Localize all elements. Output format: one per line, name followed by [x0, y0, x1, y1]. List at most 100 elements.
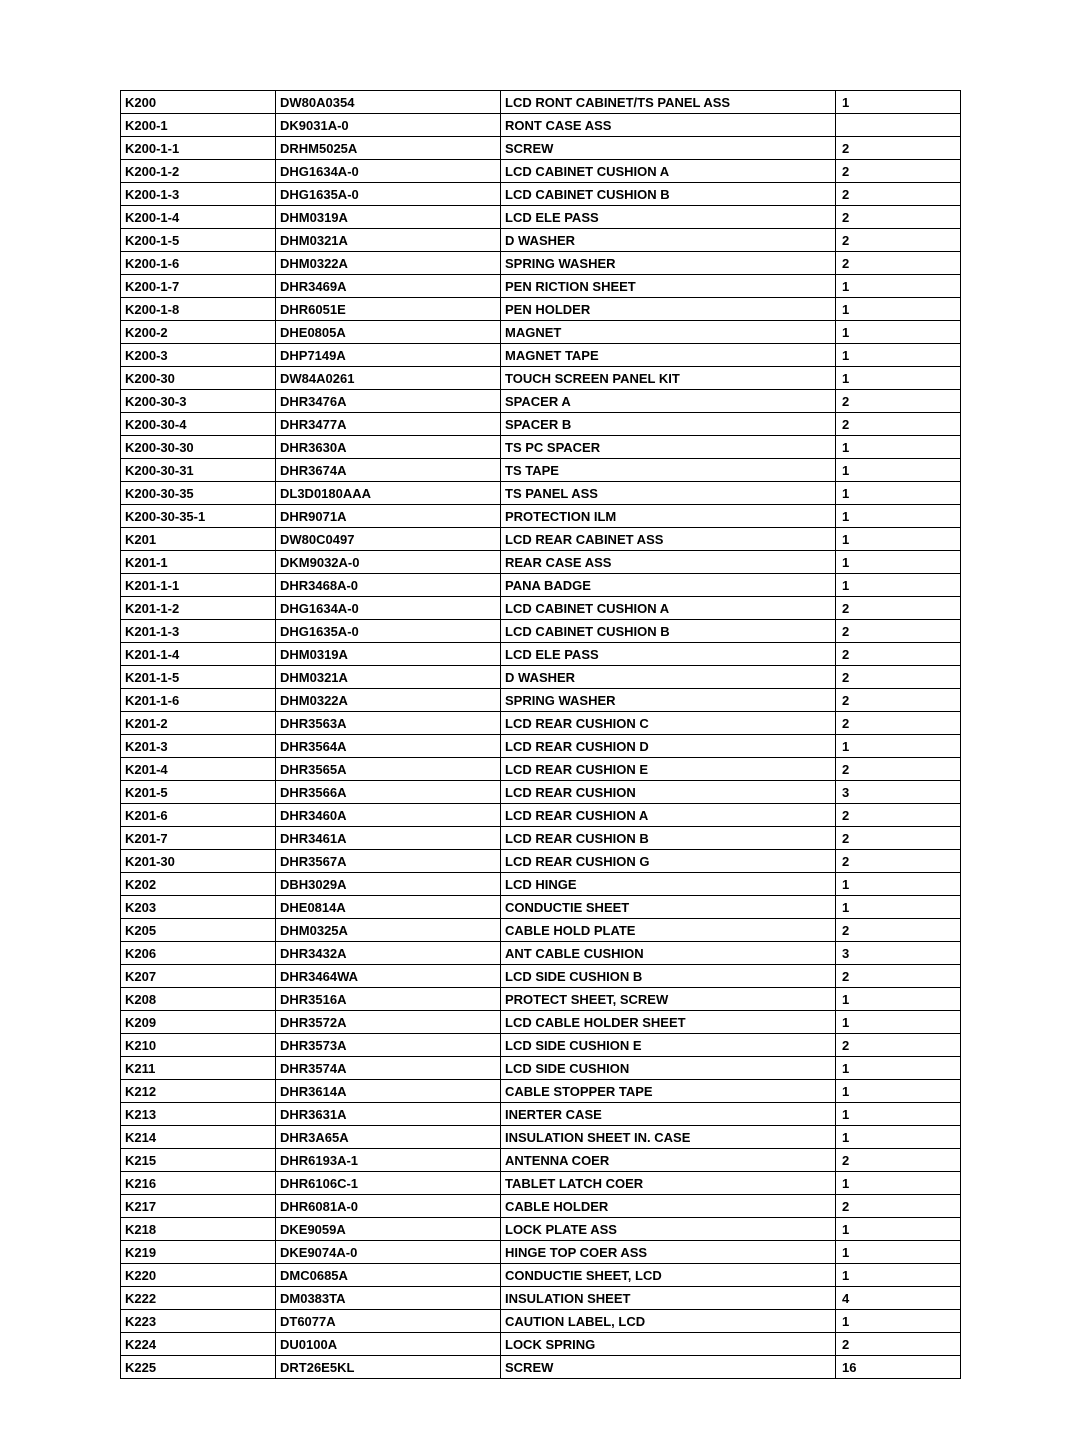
qty-cell: 2: [836, 850, 961, 873]
ref-cell: K200-1-8: [121, 298, 276, 321]
description-cell: PEN HOLDER: [501, 298, 836, 321]
description-cell: PEN RICTION SHEET: [501, 275, 836, 298]
partno-cell: DHM0322A: [276, 252, 501, 275]
partno-cell: DRT26E5KL: [276, 1356, 501, 1379]
qty-cell: 1: [836, 321, 961, 344]
partno-cell: DBH3029A: [276, 873, 501, 896]
partno-cell: DHR6051E: [276, 298, 501, 321]
table-row: K208DHR3516APROTECT SHEET, SCREW1: [121, 988, 961, 1011]
qty-cell: 2: [836, 1333, 961, 1356]
table-row: K222DM0383TAINSULATION SHEET4: [121, 1287, 961, 1310]
description-cell: SCREW: [501, 137, 836, 160]
ref-cell: K201-5: [121, 781, 276, 804]
table-row: K200-30-35-1DHR9071APROTECTION ILM1: [121, 505, 961, 528]
ref-cell: K214: [121, 1126, 276, 1149]
partno-cell: DRHM5025A: [276, 137, 501, 160]
ref-cell: K213: [121, 1103, 276, 1126]
ref-cell: K200-1-2: [121, 160, 276, 183]
partno-cell: DHR3468A-0: [276, 574, 501, 597]
qty-cell: 1: [836, 91, 961, 114]
table-row: K201-1DKM9032A-0REAR CASE ASS1: [121, 551, 961, 574]
description-cell: LCD RONT CABINET/TS PANEL ASS: [501, 91, 836, 114]
qty-cell: 1: [836, 735, 961, 758]
description-cell: ANTENNA COER: [501, 1149, 836, 1172]
partno-cell: DM0383TA: [276, 1287, 501, 1310]
partno-cell: DHR3674A: [276, 459, 501, 482]
partno-cell: DU0100A: [276, 1333, 501, 1356]
description-cell: RONT CASE ASS: [501, 114, 836, 137]
partno-cell: DHP7149A: [276, 344, 501, 367]
partno-cell: DK9031A-0: [276, 114, 501, 137]
table-row: K201-2DHR3563ALCD REAR CUSHION C2: [121, 712, 961, 735]
description-cell: MAGNET: [501, 321, 836, 344]
table-row: K215DHR6193A-1ANTENNA COER2: [121, 1149, 961, 1172]
partno-cell: DHR3516A: [276, 988, 501, 1011]
description-cell: MAGNET TAPE: [501, 344, 836, 367]
description-cell: LCD HINGE: [501, 873, 836, 896]
ref-cell: K200: [121, 91, 276, 114]
qty-cell: 2: [836, 712, 961, 735]
partno-cell: DHM0319A: [276, 643, 501, 666]
qty-cell: 1: [836, 551, 961, 574]
description-cell: SCREW: [501, 1356, 836, 1379]
ref-cell: K201-3: [121, 735, 276, 758]
description-cell: LCD REAR CUSHION E: [501, 758, 836, 781]
description-cell: D WASHER: [501, 229, 836, 252]
table-row: K206DHR3432AANT CABLE CUSHION3: [121, 942, 961, 965]
partno-cell: DHR3476A: [276, 390, 501, 413]
partno-cell: DHR3567A: [276, 850, 501, 873]
qty-cell: 1: [836, 528, 961, 551]
ref-cell: K200-1: [121, 114, 276, 137]
qty-cell: 1: [836, 436, 961, 459]
qty-cell: 2: [836, 137, 961, 160]
partno-cell: DHR6193A-1: [276, 1149, 501, 1172]
partno-cell: DHR3574A: [276, 1057, 501, 1080]
description-cell: SPACER A: [501, 390, 836, 413]
qty-cell: 2: [836, 1195, 961, 1218]
table-row: K223DT6077ACAUTION LABEL, LCD1: [121, 1310, 961, 1333]
table-row: K200-30-31DHR3674ATS TAPE1: [121, 459, 961, 482]
table-row: K201-1-5DHM0321AD WASHER2: [121, 666, 961, 689]
partno-cell: DHE0805A: [276, 321, 501, 344]
ref-cell: K211: [121, 1057, 276, 1080]
partno-cell: DHM0321A: [276, 666, 501, 689]
ref-cell: K200-30-31: [121, 459, 276, 482]
table-row: K200-1-5DHM0321AD WASHER2: [121, 229, 961, 252]
table-row: K201-1-6DHM0322ASPRING WASHER2: [121, 689, 961, 712]
qty-cell: 1: [836, 505, 961, 528]
description-cell: CAUTION LABEL, LCD: [501, 1310, 836, 1333]
partno-cell: DHR6081A-0: [276, 1195, 501, 1218]
partno-cell: DHR3477A: [276, 413, 501, 436]
ref-cell: K203: [121, 896, 276, 919]
qty-cell: 1: [836, 873, 961, 896]
partno-cell: DHR3461A: [276, 827, 501, 850]
description-cell: LCD REAR CUSHION B: [501, 827, 836, 850]
table-row: K218DKE9059ALOCK PLATE ASS1: [121, 1218, 961, 1241]
qty-cell: 1: [836, 482, 961, 505]
ref-cell: K201-7: [121, 827, 276, 850]
table-row: K200-1-8DHR6051EPEN HOLDER1: [121, 298, 961, 321]
table-row: K201-1-3DHG1635A-0LCD CABINET CUSHION B2: [121, 620, 961, 643]
ref-cell: K201-1-6: [121, 689, 276, 712]
qty-cell: 2: [836, 160, 961, 183]
ref-cell: K200-1-7: [121, 275, 276, 298]
description-cell: LOCK SPRING: [501, 1333, 836, 1356]
partno-cell: DW80A0354: [276, 91, 501, 114]
ref-cell: K200-30-35-1: [121, 505, 276, 528]
qty-cell: 1: [836, 988, 961, 1011]
description-cell: LCD REAR CUSHION D: [501, 735, 836, 758]
description-cell: SPRING WASHER: [501, 252, 836, 275]
description-cell: LCD REAR CUSHION C: [501, 712, 836, 735]
qty-cell: 2: [836, 1034, 961, 1057]
table-row: K201-7DHR3461ALCD REAR CUSHION B2: [121, 827, 961, 850]
ref-cell: K201-1-5: [121, 666, 276, 689]
partno-cell: DKE9074A-0: [276, 1241, 501, 1264]
description-cell: TS PC SPACER: [501, 436, 836, 459]
table-row: K217DHR6081A-0CABLE HOLDER2: [121, 1195, 961, 1218]
ref-cell: K200-30-3: [121, 390, 276, 413]
ref-cell: K200-30-4: [121, 413, 276, 436]
ref-cell: K200-1-1: [121, 137, 276, 160]
description-cell: CONDUCTIE SHEET, LCD: [501, 1264, 836, 1287]
partno-cell: DHR3630A: [276, 436, 501, 459]
qty-cell: 2: [836, 229, 961, 252]
